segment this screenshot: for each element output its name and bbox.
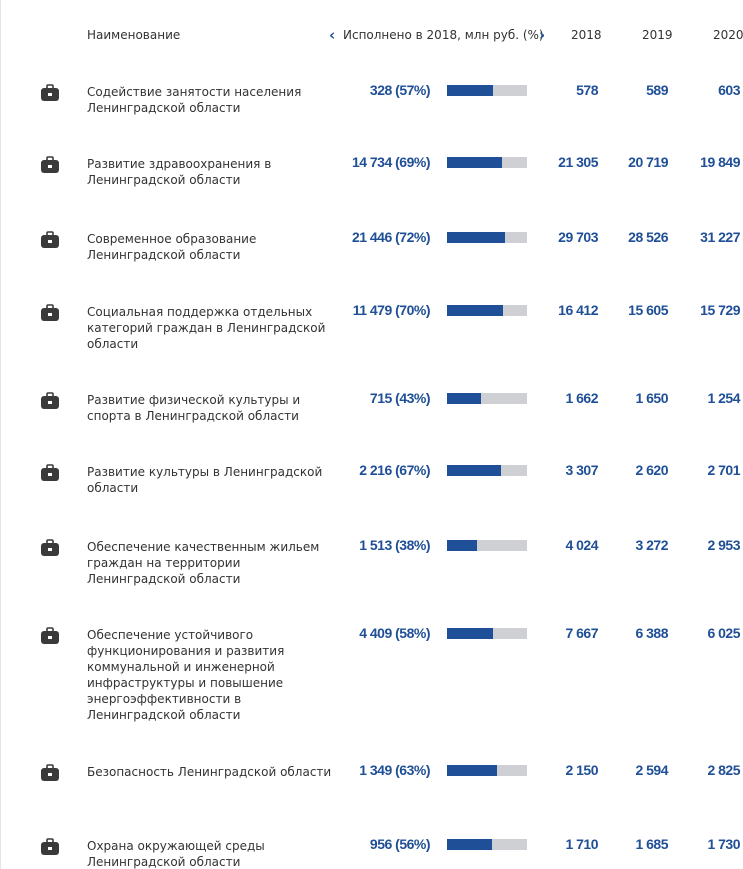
year-value: 28 526 <box>628 229 668 245</box>
prev-arrow[interactable]: ‹ <box>329 26 336 44</box>
progress-fill <box>447 85 493 96</box>
executed-value: 1 349 (63%) <box>359 762 430 778</box>
progress-track <box>447 157 527 168</box>
year-value: 589 <box>646 82 668 98</box>
next-arrow[interactable]: › <box>539 26 546 44</box>
executed-value: 1 513 (38%) <box>359 537 430 553</box>
year-value: 1 254 <box>707 390 740 406</box>
row-icon <box>39 230 61 250</box>
progress-track <box>447 628 527 639</box>
header-year: 2019 <box>642 28 673 42</box>
year-value: 2 150 <box>565 762 598 778</box>
progress-fill <box>447 765 498 776</box>
row-icon <box>39 155 61 175</box>
progress-track <box>447 85 527 96</box>
year-value: 6 388 <box>635 625 668 641</box>
progress-fill <box>447 540 478 551</box>
progress-track <box>447 839 527 850</box>
row-icon <box>39 83 61 103</box>
progress-fill <box>447 305 503 316</box>
program-name: Социальная поддержка отдельных категорий… <box>87 305 326 351</box>
year-value: 7 667 <box>565 625 598 641</box>
program-name: Безопасность Ленинградской области <box>87 765 332 779</box>
year-value: 29 703 <box>558 229 598 245</box>
progress-track <box>447 765 527 776</box>
year-value: 1 710 <box>565 836 598 852</box>
year-value: 15 729 <box>700 302 740 318</box>
year-value: 3 307 <box>565 462 598 478</box>
progress-fill <box>447 232 505 243</box>
progress-track <box>447 232 527 243</box>
progress-fill <box>447 157 503 168</box>
year-value: 603 <box>718 82 740 98</box>
year-value: 16 412 <box>558 302 598 318</box>
year-value: 2 620 <box>635 462 668 478</box>
progress-fill <box>447 628 494 639</box>
year-value: 2 825 <box>707 762 740 778</box>
row-icon <box>39 626 61 646</box>
row-icon <box>39 837 61 857</box>
year-value: 3 272 <box>635 537 668 553</box>
row-icon <box>39 538 61 558</box>
executed-value: 14 734 (69%) <box>351 154 431 170</box>
program-name: Современное образование Ленинградской об… <box>87 232 257 262</box>
year-value: 578 <box>576 82 598 98</box>
progress-track <box>447 393 527 404</box>
program-name: Развитие культуры в Ленинградской област… <box>87 465 323 495</box>
year-value: 1 650 <box>635 390 668 406</box>
year-value: 1 730 <box>707 836 740 852</box>
row-icon <box>39 391 61 411</box>
header-year: 2020 <box>713 28 743 42</box>
year-value: 2 701 <box>707 462 740 478</box>
executed-value: 2 216 (67%) <box>359 462 430 478</box>
year-value: 1 662 <box>565 390 598 406</box>
header-executed: Исполнено в 2018, млн руб. (%) <box>343 28 544 42</box>
executed-value: 956 (56%) <box>369 836 431 852</box>
row-icon <box>39 763 61 783</box>
year-value: 4 024 <box>565 537 598 553</box>
program-name: Развитие здравоохранения в Ленинградской… <box>87 157 272 187</box>
header-year: 2018 <box>571 28 602 42</box>
year-value: 2 594 <box>635 762 668 778</box>
row-icon <box>39 463 61 483</box>
year-value: 15 605 <box>628 302 668 318</box>
progress-track <box>447 305 527 316</box>
executed-value: 11 479 (70%) <box>352 302 431 318</box>
progress-track <box>447 540 527 551</box>
header-name: Наименование <box>87 28 181 42</box>
program-name: Развитие физической культуры и спорта в … <box>87 393 301 423</box>
year-value: 1 685 <box>635 836 668 852</box>
executed-value: 715 (43%) <box>369 390 431 406</box>
year-value: 6 025 <box>707 625 740 641</box>
executed-value: 4 409 (58%) <box>359 625 430 641</box>
progress-fill <box>447 839 492 850</box>
progress-track <box>447 465 527 476</box>
progress-fill <box>447 465 501 476</box>
year-value: 21 305 <box>558 154 598 170</box>
year-value: 19 849 <box>700 154 740 170</box>
program-name: Охрана окружающей среды Ленинградской об… <box>87 839 265 869</box>
executed-value: 21 446 (72%) <box>351 229 431 245</box>
program-name: Обеспечение качественным жильем граждан … <box>87 540 320 586</box>
year-value: 31 227 <box>700 229 740 245</box>
row-icon <box>39 303 61 323</box>
year-value: 2 953 <box>707 537 740 553</box>
program-name: Обеспечение устойчивого функционирования… <box>87 628 285 722</box>
executed-value: 328 (57%) <box>369 82 431 98</box>
progress-fill <box>447 393 482 404</box>
year-value: 20 719 <box>628 154 668 170</box>
program-name: Содействие занятости населения Ленинград… <box>87 85 302 115</box>
